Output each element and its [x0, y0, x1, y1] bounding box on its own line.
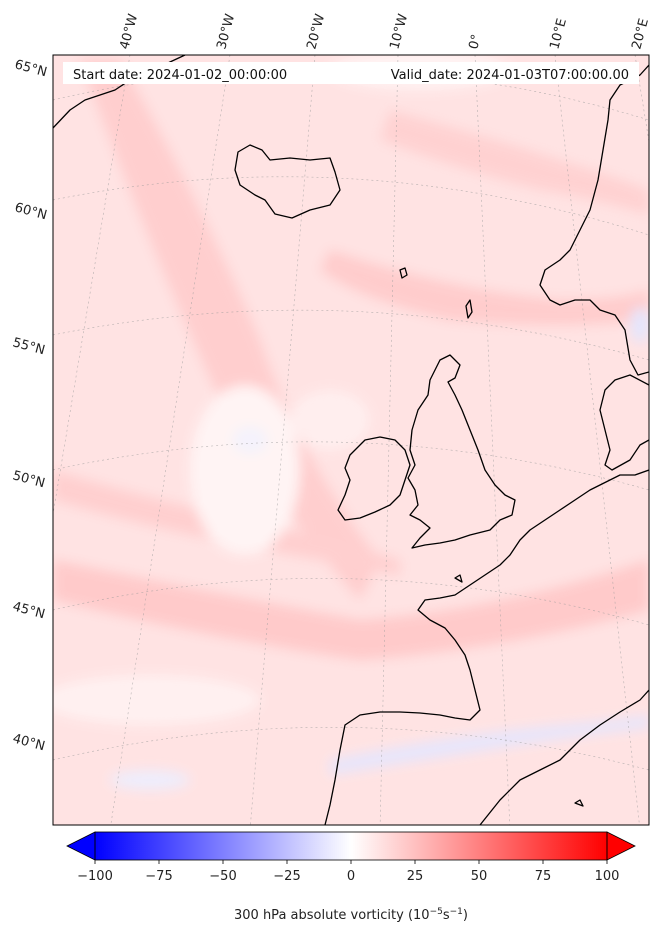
latitude-label: 50°N — [11, 468, 47, 491]
low-vorticity-patch — [190, 385, 300, 555]
header-box — [63, 62, 639, 84]
colorbar-tick-label: 75 — [535, 869, 552, 884]
scandinavia-coastline — [539, 64, 649, 376]
start-date-label: Start date: 2024-01-02_00:00:00 — [73, 68, 287, 83]
small-island — [574, 799, 584, 807]
colorbar-tick-label: −100 — [77, 869, 113, 884]
valid-date-label: Valid_date: 2024-01-03T07:00:00.00 — [391, 68, 629, 83]
colorbar-extend-high — [606, 831, 636, 861]
longitude-label: 0° — [466, 33, 484, 51]
small-island — [454, 574, 463, 583]
longitude-label: 20°E — [629, 17, 652, 51]
colorbar-tick-label: 0 — [347, 869, 355, 884]
mediterranean-coastline — [479, 689, 649, 825]
negative-vorticity-streak — [232, 426, 268, 454]
latitude-label: 55°N — [11, 335, 47, 358]
vorticity-band — [53, 560, 649, 660]
longitude-label: 40°W — [117, 12, 141, 51]
colorbar-tick-label: −50 — [209, 869, 236, 884]
colorbar-gradient — [95, 832, 607, 860]
longitude-label: 10°W — [387, 12, 411, 51]
vorticity-band — [320, 250, 649, 325]
colorbar-tick-label: −25 — [273, 869, 300, 884]
coastlines — [53, 55, 649, 825]
faroe-islands — [399, 267, 408, 279]
colorbar-tick-label: 50 — [471, 869, 488, 884]
map-panel: Start date: 2024-01-02_00:00:00 Valid_da… — [52, 54, 650, 826]
great-britain-coastline — [407, 354, 516, 549]
latitude-label: 40°N — [11, 731, 47, 754]
ireland-coastline — [337, 436, 411, 521]
colorbar-tick-label: −75 — [145, 869, 172, 884]
colorbar-ticks: −100 −75 −50 −25 0 25 50 75 100 — [77, 860, 619, 884]
iceland-coastline — [234, 144, 341, 219]
low-vorticity-patch — [290, 390, 370, 450]
colorbar-label: 300 hPa absolute vorticity (10−5s−1) — [234, 907, 468, 923]
colorbar-tick-label: 100 — [595, 869, 620, 884]
colorbar-extend-low — [66, 831, 96, 861]
low-vorticity-patch — [53, 675, 260, 725]
latitude-label: 60°N — [13, 200, 49, 223]
latitude-label: 65°N — [13, 57, 49, 80]
latitude-labels: 65°N 60°N 55°N 50°N 45°N 40°N — [11, 57, 49, 754]
colorbar-tick-label: 25 — [407, 869, 424, 884]
shetland-islands — [465, 299, 473, 319]
vorticity-band — [380, 110, 649, 215]
negative-vorticity-streak — [110, 770, 190, 790]
latitude-label: 45°N — [11, 599, 47, 622]
vorticity-field: Start date: 2024-01-02_00:00:00 Valid_da… — [53, 55, 649, 825]
longitude-label: 30°W — [214, 12, 238, 51]
longitude-labels: 40°W 30°W 20°W 10°W 0° 10°E 20°E — [117, 12, 652, 51]
colorbar: −100 −75 −50 −25 0 25 50 75 100 300 hPa absolute… — [66, 831, 636, 923]
longitude-label: 10°E — [547, 17, 570, 51]
negative-vorticity-streak — [330, 715, 649, 775]
denmark-coastline — [599, 374, 649, 471]
europe-continent-coastline — [324, 469, 649, 825]
negative-vorticity-streak — [630, 307, 649, 343]
longitude-label: 20°W — [304, 12, 328, 51]
map-frame — [52, 54, 650, 826]
vorticity-band — [80, 60, 380, 600]
graticule — [53, 55, 649, 825]
